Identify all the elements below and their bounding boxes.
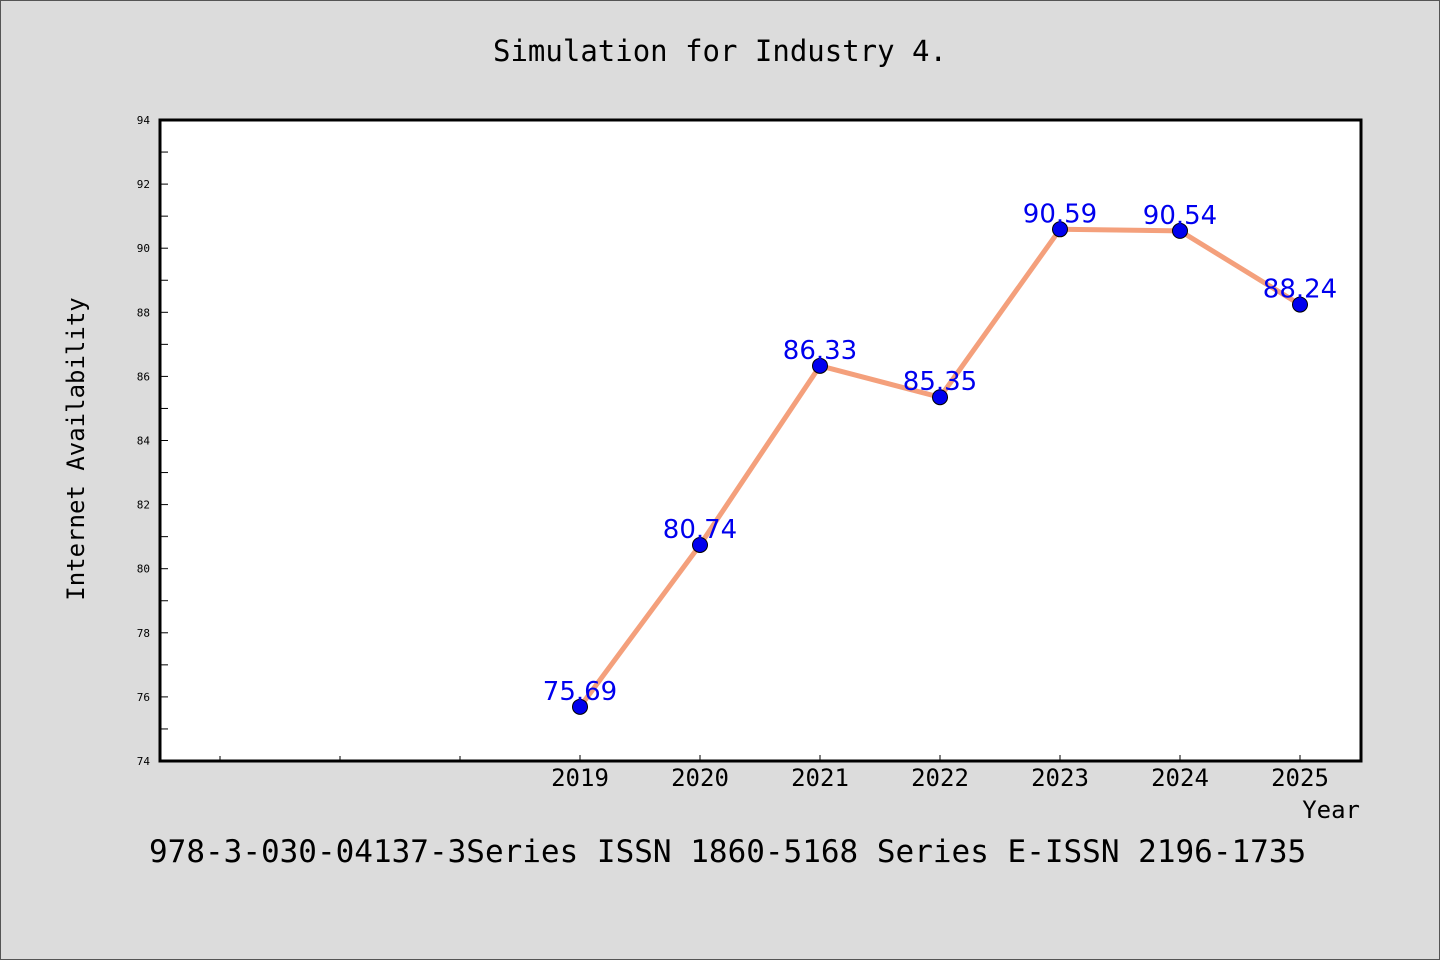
data-point bbox=[1292, 296, 1308, 313]
y-tick-label: 80 bbox=[137, 563, 150, 576]
x-tick-label: 2024 bbox=[1151, 764, 1209, 792]
chart-title: Simulation for Industry 4. bbox=[493, 34, 947, 68]
y-tick-label: 90 bbox=[137, 242, 150, 255]
y-tick-label: 88 bbox=[137, 306, 150, 319]
x-tick-label: 2021 bbox=[791, 764, 849, 792]
y-tick-label: 78 bbox=[137, 627, 150, 640]
x-tick-label: 2025 bbox=[1271, 764, 1329, 792]
footer-text: 978-3-030-04137-3Series ISSN 1860-5168 S… bbox=[149, 834, 1307, 870]
y-tick-label: 86 bbox=[137, 370, 150, 383]
y-tick-label: 94 bbox=[137, 114, 151, 127]
data-label: 90.54 bbox=[1143, 201, 1217, 231]
y-axis-label: Internet Availability bbox=[62, 297, 90, 601]
data-point bbox=[932, 389, 948, 406]
plot-area bbox=[158, 118, 1363, 763]
y-tick-label: 74 bbox=[137, 755, 151, 768]
x-tick-label: 2019 bbox=[551, 764, 609, 792]
data-label: 86.33 bbox=[783, 336, 857, 366]
y-tick-label: 92 bbox=[137, 178, 150, 191]
data-point bbox=[572, 698, 588, 715]
data-label: 75.69 bbox=[543, 677, 617, 707]
data-label: 80.74 bbox=[663, 515, 737, 545]
x-tick-label: 2022 bbox=[911, 764, 969, 792]
data-point bbox=[1052, 221, 1068, 238]
x-axis-label: Year bbox=[1302, 796, 1360, 824]
y-tick-label: 76 bbox=[137, 691, 150, 704]
data-label: 85.35 bbox=[903, 367, 977, 397]
y-tick-label: 84 bbox=[137, 435, 151, 448]
data-point bbox=[1172, 222, 1188, 239]
x-tick-label: 2023 bbox=[1031, 764, 1089, 792]
y-tick-label: 82 bbox=[137, 499, 150, 512]
data-point bbox=[692, 536, 708, 553]
data-label: 90.59 bbox=[1023, 199, 1097, 229]
x-tick-label: 2020 bbox=[671, 764, 729, 792]
data-label: 88.24 bbox=[1263, 275, 1337, 305]
data-point bbox=[812, 357, 828, 374]
